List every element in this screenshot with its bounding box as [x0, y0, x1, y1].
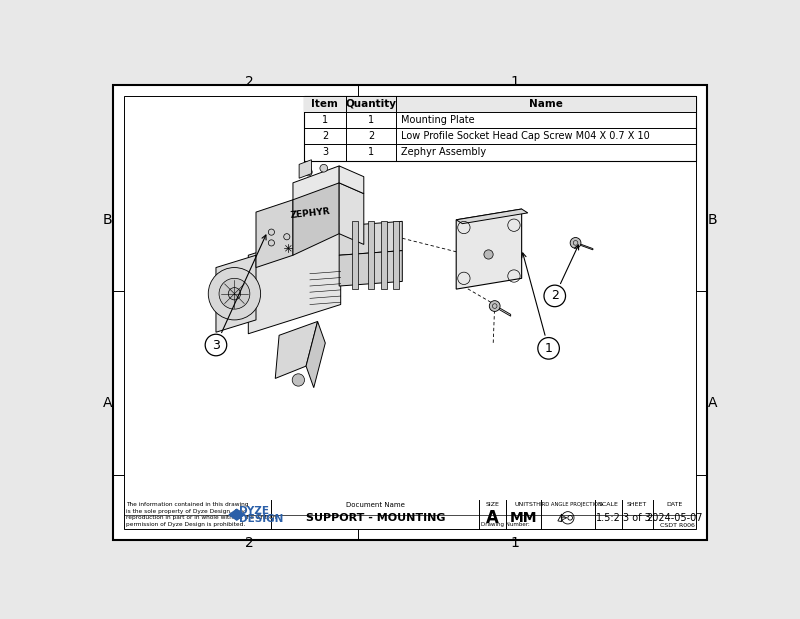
Polygon shape [248, 226, 341, 334]
Circle shape [208, 267, 261, 320]
Bar [304, 96, 697, 112]
Text: 1: 1 [510, 536, 519, 550]
Text: A: A [486, 509, 499, 527]
Circle shape [219, 279, 250, 309]
Text: A: A [102, 396, 112, 410]
Circle shape [570, 238, 581, 248]
Text: B: B [102, 213, 112, 227]
Text: 2: 2 [246, 75, 254, 89]
Text: SIZE: SIZE [486, 502, 500, 507]
Circle shape [292, 374, 305, 386]
Text: Quantity: Quantity [346, 99, 397, 109]
Text: 2: 2 [322, 131, 328, 141]
Polygon shape [306, 321, 326, 387]
Text: Name: Name [530, 99, 563, 109]
Text: CSDT R006: CSDT R006 [660, 523, 695, 528]
Text: Item: Item [311, 99, 338, 109]
Circle shape [268, 240, 274, 246]
Circle shape [284, 233, 290, 240]
Polygon shape [393, 222, 399, 289]
Circle shape [268, 229, 274, 235]
Text: The information contained in this drawing
is the sole property of Dyze Design. A: The information contained in this drawin… [126, 503, 276, 527]
Text: THIRD ANGLE PROJECTION: THIRD ANGLE PROJECTION [534, 502, 602, 507]
Text: Zephyr Assembly: Zephyr Assembly [401, 147, 486, 157]
Polygon shape [339, 166, 364, 194]
Polygon shape [229, 509, 245, 520]
Polygon shape [381, 222, 387, 289]
Text: Low Profile Socket Head Cap Screw M04 X 0.7 X 10: Low Profile Socket Head Cap Screw M04 X … [401, 131, 650, 141]
Text: MM: MM [510, 511, 538, 525]
Polygon shape [352, 222, 358, 289]
Text: 2: 2 [246, 536, 254, 550]
Text: SCALE: SCALE [598, 502, 618, 507]
Text: A: A [708, 396, 718, 410]
Text: 1.5:2: 1.5:2 [596, 513, 621, 523]
Text: B: B [708, 213, 718, 227]
Circle shape [320, 165, 328, 172]
Text: 1: 1 [368, 115, 374, 125]
Polygon shape [497, 306, 510, 316]
Circle shape [305, 168, 312, 176]
Circle shape [484, 250, 493, 259]
Text: DESIGN: DESIGN [239, 514, 283, 524]
Text: Document Name: Document Name [346, 502, 405, 508]
Circle shape [205, 334, 226, 356]
Bar [304, 96, 697, 160]
Polygon shape [293, 183, 339, 255]
Polygon shape [339, 183, 364, 245]
Polygon shape [293, 166, 339, 233]
Text: 1: 1 [368, 147, 374, 157]
Polygon shape [256, 200, 293, 267]
Polygon shape [456, 209, 522, 289]
Polygon shape [299, 160, 311, 178]
Text: 2: 2 [368, 131, 374, 141]
Text: 1: 1 [510, 75, 519, 89]
Circle shape [544, 285, 566, 306]
Polygon shape [275, 321, 318, 378]
Polygon shape [339, 222, 402, 255]
Polygon shape [578, 243, 593, 250]
Text: 2: 2 [551, 290, 558, 303]
Text: DYZE: DYZE [239, 506, 269, 516]
Text: Drawing Number:: Drawing Number: [481, 522, 530, 527]
Text: ZEPHYR: ZEPHYR [290, 207, 330, 220]
Polygon shape [339, 251, 402, 286]
Polygon shape [456, 209, 528, 223]
Circle shape [228, 288, 241, 300]
Text: SUPPORT - MOUNTING: SUPPORT - MOUNTING [306, 513, 445, 523]
Circle shape [538, 337, 559, 359]
Text: 1: 1 [545, 342, 553, 355]
Circle shape [490, 301, 500, 311]
Text: 3: 3 [322, 147, 328, 157]
Text: SHEET: SHEET [627, 502, 647, 507]
Text: 2024-05-07: 2024-05-07 [646, 513, 702, 523]
Text: 3 of 3: 3 of 3 [623, 513, 651, 523]
Text: DATE: DATE [666, 502, 682, 507]
Polygon shape [216, 255, 256, 332]
Text: 3: 3 [212, 339, 220, 352]
Polygon shape [368, 222, 374, 289]
Text: UNITS: UNITS [514, 502, 533, 507]
Text: 1: 1 [322, 115, 328, 125]
Text: Mounting Plate: Mounting Plate [401, 115, 474, 125]
